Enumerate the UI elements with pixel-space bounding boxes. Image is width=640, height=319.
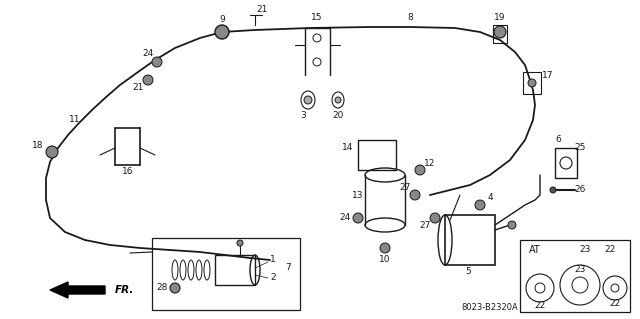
Text: 15: 15: [311, 13, 323, 23]
Circle shape: [430, 213, 440, 223]
Text: 1: 1: [270, 256, 276, 264]
Text: 11: 11: [69, 115, 81, 124]
Circle shape: [152, 57, 162, 67]
Circle shape: [335, 97, 341, 103]
Text: 25: 25: [574, 144, 586, 152]
Text: 27: 27: [419, 220, 431, 229]
Circle shape: [508, 221, 516, 229]
Text: 2: 2: [270, 273, 276, 283]
Bar: [445, 215, 495, 265]
Text: 21: 21: [256, 5, 268, 14]
Text: 24: 24: [339, 213, 351, 222]
Text: 12: 12: [424, 159, 436, 167]
Circle shape: [143, 75, 153, 85]
Text: 24: 24: [142, 48, 154, 57]
Text: 28: 28: [156, 284, 168, 293]
Text: 16: 16: [122, 167, 134, 176]
Circle shape: [415, 165, 425, 175]
Circle shape: [380, 243, 390, 253]
Circle shape: [215, 25, 229, 39]
Text: 23: 23: [574, 265, 586, 275]
Circle shape: [353, 213, 363, 223]
Text: 7: 7: [285, 263, 291, 272]
Text: 26: 26: [574, 186, 586, 195]
Text: 3: 3: [300, 110, 306, 120]
Bar: [523, 72, 541, 94]
Text: 14: 14: [342, 144, 354, 152]
Text: 6: 6: [555, 136, 561, 145]
Text: 8: 8: [407, 13, 413, 23]
Text: 21: 21: [132, 84, 144, 93]
Circle shape: [475, 200, 485, 210]
Bar: [493, 25, 507, 43]
Circle shape: [237, 240, 243, 246]
Text: 4: 4: [487, 194, 493, 203]
Text: 19: 19: [494, 13, 506, 23]
Bar: [358, 140, 396, 170]
Circle shape: [304, 96, 312, 104]
Bar: [520, 240, 630, 312]
Text: 8023-B2320A: 8023-B2320A: [461, 303, 518, 313]
Text: 17: 17: [542, 70, 554, 79]
Text: 13: 13: [352, 190, 364, 199]
Circle shape: [528, 79, 536, 87]
Circle shape: [494, 26, 506, 38]
Text: 10: 10: [380, 256, 391, 264]
Text: 22: 22: [604, 246, 616, 255]
Text: 22: 22: [609, 300, 621, 308]
Text: FR.: FR.: [115, 285, 134, 295]
Circle shape: [170, 283, 180, 293]
Text: 22: 22: [534, 301, 546, 310]
Circle shape: [46, 146, 58, 158]
Text: 27: 27: [399, 182, 411, 191]
Text: 18: 18: [32, 140, 44, 150]
Text: 23: 23: [579, 246, 591, 255]
Bar: [152, 238, 300, 310]
Bar: [215, 255, 255, 285]
Circle shape: [550, 187, 556, 193]
Text: AT: AT: [529, 245, 541, 255]
Text: 9: 9: [219, 16, 225, 25]
Bar: [555, 148, 577, 178]
Text: 20: 20: [332, 110, 344, 120]
Text: 5: 5: [465, 268, 471, 277]
Circle shape: [410, 190, 420, 200]
FancyArrow shape: [50, 282, 105, 298]
